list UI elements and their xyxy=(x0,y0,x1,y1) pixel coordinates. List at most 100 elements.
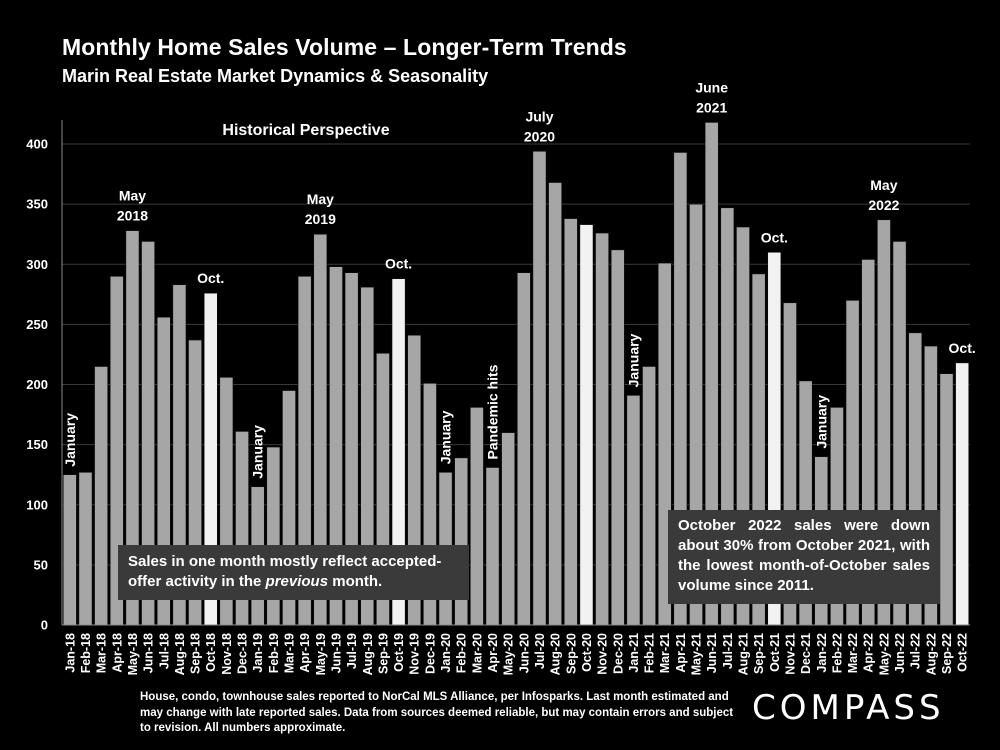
y-tick-label-300: 300 xyxy=(26,257,48,272)
x-tick-label-may-18: May-18 xyxy=(126,633,140,675)
annotation-june-jun-21-line2: 2021 xyxy=(696,99,727,115)
x-tick-label-jun-19: Jun-19 xyxy=(329,633,343,673)
source-footnote: House, condo, townhouse sales reported t… xyxy=(140,691,734,734)
annotation-january-jan-20: January xyxy=(438,410,454,464)
note-left-emphasis: previous xyxy=(265,573,329,590)
annotation-may-may-22-line1: May xyxy=(870,177,897,193)
x-tick-label-apr-20: Apr-20 xyxy=(486,633,500,673)
annotation-january-jan-21: January xyxy=(625,333,641,387)
x-tick-label-feb-21: Feb-21 xyxy=(643,633,657,673)
annotation-may-may-22-line2: 2022 xyxy=(868,197,899,213)
annotation-may-may-19-line2: 2019 xyxy=(305,211,336,227)
x-tick-label-dec-18: Dec-18 xyxy=(236,633,250,674)
bar-nov-20 xyxy=(595,232,609,626)
x-tick-label-jul-19: Jul-19 xyxy=(345,633,359,669)
note-left-prefix: Sales in one month mostly reflect accept… xyxy=(128,553,442,590)
x-tick-label-mar-20: Mar-20 xyxy=(470,633,484,673)
x-tick-label-apr-22: Apr-22 xyxy=(862,633,876,673)
x-tick-label-may-22: May-22 xyxy=(877,633,891,675)
bar-oct-20 xyxy=(579,224,594,626)
bar-jan-18 xyxy=(62,474,77,626)
x-tick-label-jan-20: Jan-20 xyxy=(439,633,453,673)
x-tick-label-aug-21: Aug-21 xyxy=(737,633,751,675)
x-tick-label-mar-22: Mar-22 xyxy=(846,633,860,673)
bar-sep-22 xyxy=(939,373,954,626)
bar-sep-20 xyxy=(563,218,578,626)
x-tick-label-apr-18: Apr-18 xyxy=(110,633,124,673)
bar-dec-20 xyxy=(610,249,625,626)
x-tick-label-jun-20: Jun-20 xyxy=(517,633,531,673)
x-tick-label-dec-19: Dec-19 xyxy=(423,633,437,674)
x-tick-label-aug-19: Aug-19 xyxy=(361,633,375,675)
x-tick-label-feb-19: Feb-19 xyxy=(267,633,281,673)
annotation-january-jan-18: January xyxy=(62,413,78,467)
x-tick-label-dec-21: Dec-21 xyxy=(799,633,813,674)
x-tick-label-oct-18: Oct-18 xyxy=(204,633,218,672)
x-tick-label-feb-18: Feb-18 xyxy=(79,633,93,673)
x-tick-label-feb-20: Feb-20 xyxy=(455,633,469,673)
x-tick-label-sep-20: Sep-20 xyxy=(564,633,578,674)
y-tick-label-0: 0 xyxy=(41,618,48,633)
annotation-july-jul-20-line2: 2020 xyxy=(524,128,555,144)
x-tick-label-jun-18: Jun-18 xyxy=(142,633,156,673)
x-tick-label-may-21: May-21 xyxy=(690,633,704,675)
x-tick-label-nov-18: Nov-18 xyxy=(220,633,234,675)
y-tick-label-250: 250 xyxy=(26,317,48,332)
x-tick-label-may-19: May-19 xyxy=(314,633,328,675)
annotation-oct--oct-19: Oct. xyxy=(385,256,412,272)
x-tick-label-apr-21: Apr-21 xyxy=(674,633,688,673)
x-tick-label-apr-19: Apr-19 xyxy=(298,633,312,673)
chart-subtitle: Marin Real Estate Market Dynamics & Seas… xyxy=(62,66,489,86)
compass-logo: COMPASS xyxy=(752,688,945,728)
bar-aug-20 xyxy=(548,182,563,626)
annotation-may-may-18-line1: May xyxy=(119,188,146,204)
plot-heading-historical-perspective: Historical Perspective xyxy=(222,122,389,139)
x-tick-label-sep-19: Sep-19 xyxy=(376,633,390,674)
annotation-january-jan-19: January xyxy=(250,425,266,479)
x-tick-label-oct-22: Oct-22 xyxy=(956,633,970,672)
x-tick-label-jun-21: Jun-21 xyxy=(705,633,719,673)
x-tick-label-jul-22: Jul-22 xyxy=(909,633,923,669)
x-tick-label-jan-22: Jan-22 xyxy=(815,633,829,673)
annotation-july-jul-20-line1: July xyxy=(525,108,553,124)
x-tick-label-sep-18: Sep-18 xyxy=(189,633,203,674)
annotation-may-may-18-line2: 2018 xyxy=(117,208,148,224)
annotation-oct--oct-22: Oct. xyxy=(949,340,976,356)
x-tick-label-sep-22: Sep-22 xyxy=(940,633,954,674)
bar-oct-22 xyxy=(955,362,970,626)
y-tick-label-400: 400 xyxy=(26,137,48,152)
annotation-january-jan-22: January xyxy=(813,395,829,449)
x-tick-label-mar-18: Mar-18 xyxy=(95,633,109,673)
bar-jan-21 xyxy=(626,395,641,626)
x-tick-label-jun-22: Jun-22 xyxy=(893,633,907,673)
x-tick-label-dec-20: Dec-20 xyxy=(611,633,625,674)
note-box-accepted-offer: Sales in one month mostly reflect accept… xyxy=(118,545,469,600)
note-box-october-2022: October 2022 sales were down about 30% f… xyxy=(668,510,940,604)
bar-apr-20 xyxy=(485,467,500,626)
bar-jun-20 xyxy=(516,272,531,626)
x-tick-label-jul-18: Jul-18 xyxy=(157,633,171,669)
annotation-june-jun-21-line1: June xyxy=(695,79,728,95)
annotation-may-may-19-line1: May xyxy=(307,191,334,207)
x-tick-label-nov-19: Nov-19 xyxy=(408,633,422,675)
x-tick-label-nov-20: Nov-20 xyxy=(596,633,610,675)
note-left-suffix: month. xyxy=(328,573,383,590)
x-tick-label-oct-20: Oct-20 xyxy=(580,633,594,672)
x-tick-label-aug-20: Aug-20 xyxy=(549,633,563,675)
bar-mar-18 xyxy=(94,366,109,626)
bar-may-20 xyxy=(501,432,516,626)
x-tick-label-sep-21: Sep-21 xyxy=(752,633,766,674)
x-tick-label-mar-19: Mar-19 xyxy=(283,633,297,673)
x-tick-label-may-20: May-20 xyxy=(502,633,516,675)
x-tick-label-jul-20: Jul-20 xyxy=(533,633,547,669)
x-tick-label-aug-18: Aug-18 xyxy=(173,633,187,675)
chart-title: Monthly Home Sales Volume – Longer-Term … xyxy=(62,34,627,60)
y-tick-label-150: 150 xyxy=(26,437,48,452)
annotation-pandemic-hits-apr-20: Pandemic hits xyxy=(485,364,501,459)
x-tick-label-jan-19: Jan-19 xyxy=(251,633,265,673)
annotation-oct--oct-18: Oct. xyxy=(197,270,224,286)
bar-jul-20 xyxy=(532,150,547,626)
x-tick-label-mar-21: Mar-21 xyxy=(658,633,672,673)
bar-mar-20 xyxy=(469,407,484,626)
